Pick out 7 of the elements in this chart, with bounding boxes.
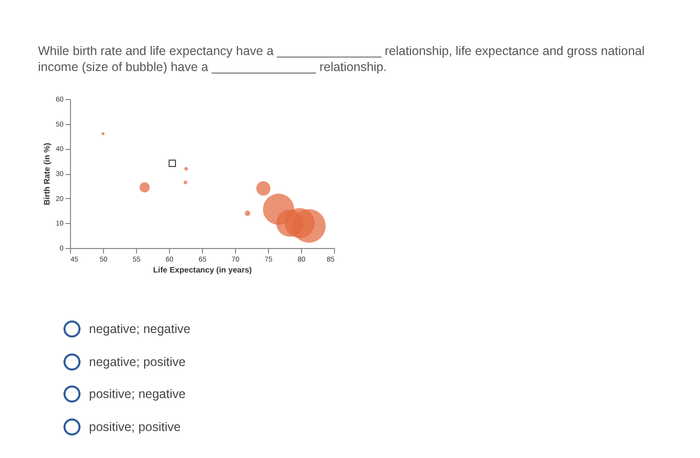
chart-title: While birth rate and life expectancy have a _______________ relationship, life expectance and gross national income (size of bubble) have a _______________ relationship. <box>38 43 646 75</box>
text: negative; positive <box>89 354 186 368</box>
text: positive; positive <box>89 420 181 434</box>
y-axis-title: Birth Rate (in %) <box>42 142 52 206</box>
text: negative; negative <box>89 322 190 336</box>
x-axis-title: Life Expectancy (in years) <box>153 266 252 274</box>
text: positive; negative <box>89 387 186 401</box>
